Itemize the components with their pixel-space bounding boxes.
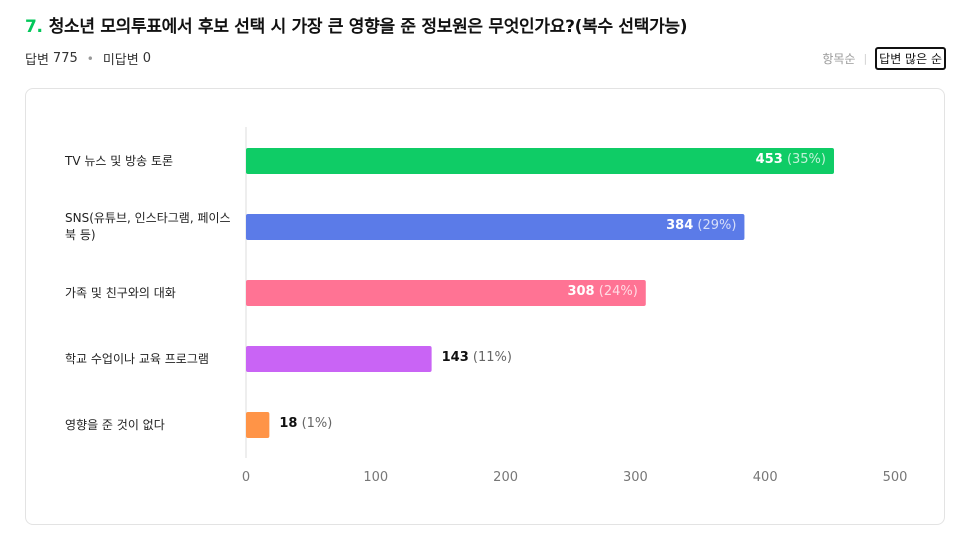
value-percent: (11%) [468,350,512,365]
bar-3 [246,280,646,306]
unanswered-count: 0 [142,51,151,66]
category-label: 학교 수업이나 교육 프로그램 [65,351,209,366]
value-percent: (35%) [782,152,826,167]
bar-1 [246,148,834,174]
value-number: 308 [567,284,595,299]
answered-count: 775 [52,51,78,66]
value-label: 143 (11%) [442,350,512,365]
value-percent: (24%) [594,284,638,299]
sort-options: 항목순 | 답변 많은 순 [822,47,946,70]
question-number: 7. [25,17,43,37]
bar-2 [246,214,745,240]
category-label: TV 뉴스 및 방송 토론 [65,153,174,168]
category-label: SNS(유튜브, 인스타그램, 페이스북 등) [65,211,231,242]
answered-label: 답변 [25,53,49,68]
question-title: 7. 청소년 모의투표에서 후보 선택 시 가장 큰 영향을 준 정보원은 무엇인… [25,12,688,37]
x-tick-label: 300 [622,470,648,485]
question-text: 청소년 모의투표에서 후보 선택 시 가장 큰 영향을 준 정보원은 무엇인가요… [48,17,688,37]
value-number: 143 [441,350,469,365]
bar-4 [246,346,432,372]
value-label: 453 (35%) [756,152,826,167]
separator-dot: • [86,51,94,66]
category-label: 영향을 준 것이 없다 [65,417,165,432]
sort-divider: | [863,52,868,65]
value-percent: (29%) [693,218,737,233]
value-number: 18 [279,416,298,431]
value-number: 384 [666,218,694,233]
value-percent: (1%) [297,416,333,431]
sort-by-item-button[interactable]: 항목순 [822,52,856,66]
value-label: 308 (24%) [567,284,637,299]
response-stats: 답변 775 • 미답변 0 [25,49,151,68]
x-tick-label: 100 [363,470,389,485]
x-tick-label: 200 [493,470,519,485]
value-label: 18 (1%) [279,416,332,431]
x-tick-label: 400 [752,470,778,485]
x-tick-label: 500 [882,470,908,485]
value-number: 453 [755,152,783,167]
category-label: 가족 및 친구와의 대화 [65,285,176,300]
value-label: 384 (29%) [666,218,736,233]
bar-5 [246,412,270,438]
sort-by-answers-button[interactable]: 답변 많은 순 [875,47,946,70]
unanswered-label: 미답변 [102,53,139,68]
x-tick-label: 0 [241,470,251,485]
